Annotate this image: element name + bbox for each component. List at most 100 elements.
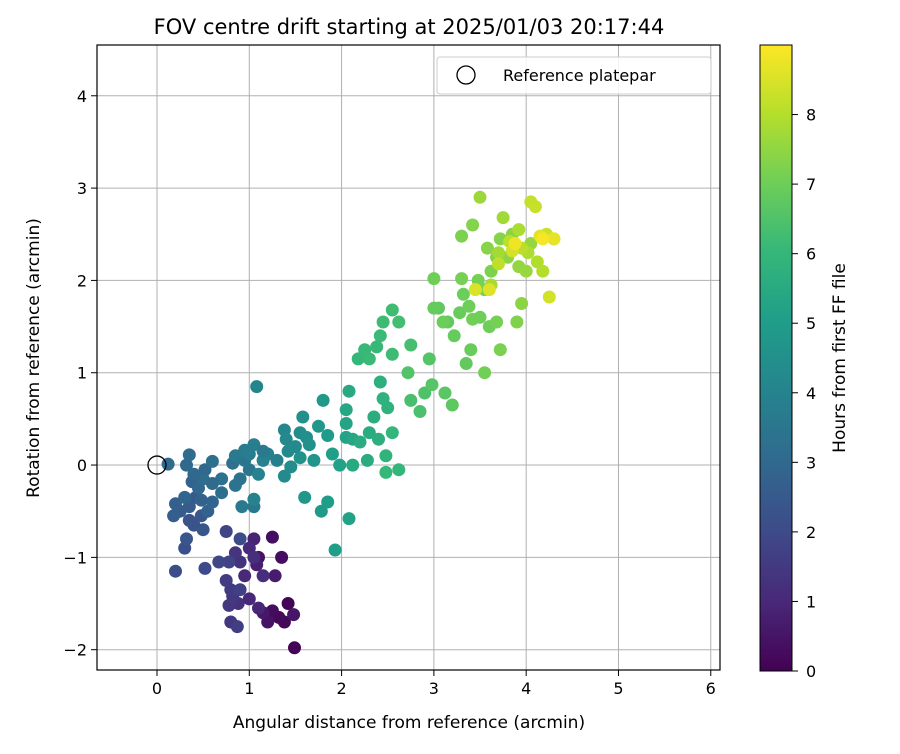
- data-point: [392, 315, 406, 329]
- data-point: [277, 469, 291, 483]
- data-point: [456, 287, 470, 301]
- data-point: [256, 569, 270, 583]
- y-tick-label: 4: [77, 87, 87, 106]
- data-point: [312, 419, 325, 433]
- data-point: [342, 512, 356, 526]
- data-point: [252, 601, 265, 615]
- data-point: [515, 297, 529, 310]
- data-point: [379, 465, 393, 479]
- data-point: [376, 315, 390, 329]
- data-point: [215, 486, 229, 500]
- data-point: [464, 343, 478, 357]
- data-point: [242, 447, 256, 461]
- data-point: [381, 401, 395, 415]
- data-point: [247, 550, 261, 564]
- data-point: [321, 429, 335, 442]
- data-point: [385, 426, 399, 440]
- data-point: [510, 315, 524, 329]
- data-point: [346, 458, 360, 472]
- data-point: [296, 410, 310, 424]
- data-point: [367, 410, 381, 424]
- data-point: [379, 449, 393, 463]
- data-point: [279, 432, 293, 446]
- data-point: [455, 272, 469, 286]
- legend-label: Reference platepar: [503, 66, 656, 85]
- data-point: [536, 232, 550, 246]
- data-point: [422, 352, 436, 366]
- colorbar-tick-label: 4: [806, 384, 816, 403]
- colorbar-ticks: 0 1 2 3 4 5 6 7 8: [792, 106, 816, 681]
- data-point: [459, 357, 473, 370]
- data-point: [362, 426, 376, 440]
- data-point: [512, 223, 526, 237]
- data-point: [339, 417, 353, 430]
- data-point: [288, 641, 301, 655]
- x-axis-ticks: 0 1 2 3 4 5 6: [152, 670, 716, 698]
- data-point: [325, 447, 339, 461]
- x-tick-label: 1: [244, 679, 254, 698]
- colorbar-tick-label: 3: [806, 453, 816, 472]
- data-point: [242, 592, 256, 606]
- data-point: [293, 451, 307, 465]
- data-point: [536, 264, 550, 278]
- data-point: [169, 497, 182, 511]
- data-point: [542, 290, 556, 304]
- data-point: [547, 232, 561, 246]
- data-point: [230, 620, 244, 634]
- data-point: [496, 211, 510, 225]
- data-point: [194, 493, 208, 507]
- y-tick-label: 2: [77, 271, 87, 290]
- data-point: [250, 380, 264, 394]
- grid: [97, 45, 720, 670]
- data-point: [307, 453, 321, 467]
- data-point: [462, 299, 476, 313]
- data-point: [256, 453, 270, 467]
- data-point: [480, 241, 494, 255]
- data-point: [482, 283, 496, 297]
- data-point: [519, 264, 533, 278]
- data-point: [372, 432, 385, 446]
- data-point: [219, 574, 233, 587]
- data-point: [228, 546, 242, 560]
- data-point: [436, 315, 450, 329]
- data-point: [321, 495, 335, 509]
- x-tick-label: 2: [336, 679, 346, 698]
- data-point: [247, 492, 261, 506]
- data-point: [490, 315, 504, 329]
- x-axis-label: Angular distance from reference (arcmin): [233, 713, 585, 733]
- data-point: [427, 301, 441, 315]
- data-point: [235, 500, 249, 514]
- data-point: [385, 347, 399, 361]
- data-point: [205, 454, 219, 468]
- data-point: [205, 477, 219, 490]
- y-tick-label: 3: [77, 179, 87, 198]
- data-point: [281, 597, 295, 610]
- data-point: [314, 504, 328, 518]
- data-point: [528, 200, 542, 214]
- data-point: [180, 458, 193, 472]
- data-point: [302, 438, 316, 452]
- data-point: [373, 375, 387, 389]
- data-point: [404, 338, 418, 352]
- data-point: [233, 472, 247, 486]
- y-tick-label: −1: [63, 548, 87, 567]
- y-tick-label: 1: [77, 364, 87, 383]
- data-point: [187, 467, 201, 481]
- data-point: [385, 303, 399, 317]
- y-axis-label: Rotation from reference (arcmin): [24, 218, 44, 498]
- data-point: [360, 453, 374, 467]
- colorbar-tick-label: 7: [806, 175, 816, 194]
- data-point: [167, 509, 181, 523]
- data-point: [316, 393, 330, 407]
- colorbar-tick-label: 5: [806, 314, 816, 333]
- legend-box: [436, 56, 712, 95]
- data-point: [268, 569, 282, 583]
- reference-platepar-marker: [147, 455, 167, 475]
- colorbar: 0 1 2 3 4 5 6 7 8 Hours from first FF file: [759, 44, 850, 681]
- data-point: [212, 555, 226, 569]
- data-point: [373, 329, 387, 343]
- data-point: [233, 583, 247, 597]
- data-point: [353, 435, 367, 449]
- colorbar-tick-label: 1: [806, 592, 816, 611]
